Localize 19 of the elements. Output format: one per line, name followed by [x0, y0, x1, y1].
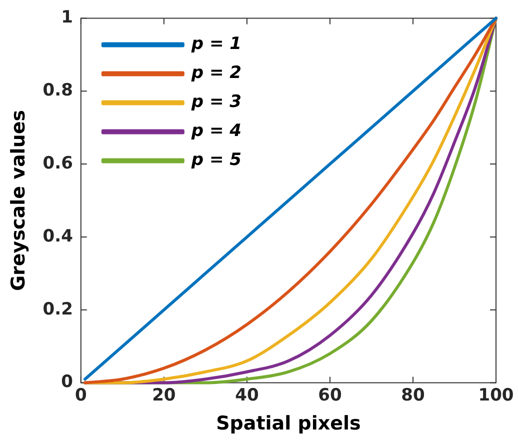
y-tick-label: 0.8 — [42, 80, 73, 101]
x-tick-label: 40 — [235, 385, 259, 406]
legend-label: p = 2 — [190, 63, 242, 84]
legend-label: p = 4 — [190, 121, 242, 142]
x-tick-label: 0 — [74, 385, 87, 406]
x-tick-label: 80 — [401, 385, 425, 406]
y-tick-label: 0.2 — [42, 299, 73, 320]
x-axis-title: Spatial pixels — [216, 412, 361, 435]
legend-label: p = 5 — [190, 150, 242, 170]
legend-label: p = 1 — [190, 34, 242, 54]
x-tick-label: 60 — [318, 385, 342, 406]
y-tick-label: 0.4 — [42, 226, 74, 246]
y-tick-label: 1 — [61, 8, 73, 28]
y-tick-label: 0 — [61, 372, 74, 392]
x-tick-label: 100 — [478, 385, 514, 406]
x-tick-label: 20 — [152, 385, 176, 406]
y-tick-label: 0.6 — [42, 153, 73, 174]
y-axis-title: Greyscale values — [7, 110, 30, 292]
legend-label: p = 3 — [190, 92, 242, 112]
